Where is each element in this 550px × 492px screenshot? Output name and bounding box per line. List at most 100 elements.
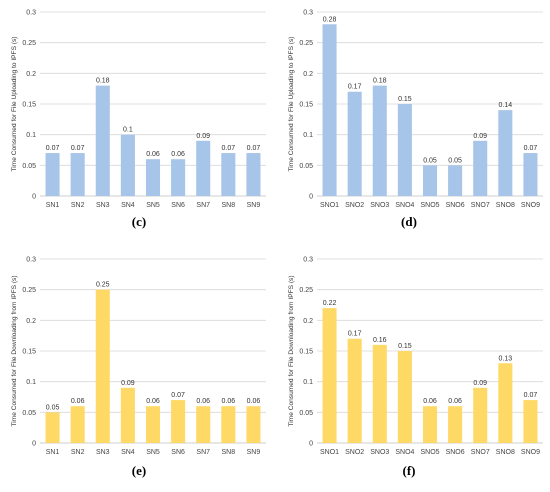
data-label: 0.07 [71, 145, 85, 152]
x-tick-label: SN7 [196, 449, 210, 456]
data-label: 0.06 [196, 398, 210, 405]
data-label: 0.09 [473, 380, 487, 387]
data-label: 0.06 [247, 398, 261, 405]
bar [372, 85, 387, 196]
y-tick-label: 0.3 [303, 257, 313, 264]
y-tick-label: 0.25 [299, 40, 313, 47]
y-tick-label: 0.05 [299, 410, 313, 417]
data-label: 0.18 [373, 78, 387, 85]
x-tick-label: SNO8 [496, 449, 515, 456]
panel-caption-f: (f) [402, 463, 416, 478]
data-label: 0.25 [96, 282, 110, 289]
chart-panel-d: 0 0.05 0.1 0.15 0.2 0.25 0.3 Time Consumed for … [277, 0, 549, 213]
y-axis-label: Time Consumed for File Uploading to IPFS… [11, 37, 18, 172]
bar [523, 153, 538, 196]
bar [45, 412, 60, 443]
data-label: 0.15 [398, 343, 412, 350]
x-tick-label: SNO9 [521, 202, 540, 209]
x-tick-label: SN5 [146, 202, 160, 209]
x-tick-label: SNO7 [471, 202, 490, 209]
y-tick-label: 0 [309, 441, 313, 448]
bar [498, 363, 513, 443]
data-label: 0.06 [171, 151, 185, 158]
bar [347, 338, 362, 443]
data-label: 0.28 [323, 16, 337, 23]
x-tick-label: SNO7 [471, 449, 490, 456]
y-tick-label: 0.25 [22, 40, 36, 47]
x-tick-label: SN3 [96, 202, 110, 209]
y-tick-label: 0.3 [303, 10, 313, 17]
bar [498, 110, 513, 196]
y-tick-label: 0.1 [26, 379, 36, 386]
x-tick-label: SNO3 [370, 449, 389, 456]
bar-chart-d: 0 0.05 0.1 0.15 0.2 0.25 0.3 Time Consumed for … [288, 10, 543, 209]
bar-chart-c: 0 0.05 0.1 0.15 0.2 0.25 0.3 Time Consumed for … [11, 10, 266, 209]
data-label: 0.15 [398, 96, 412, 103]
x-tick-label: SN6 [171, 449, 185, 456]
bar [246, 406, 261, 443]
bar [45, 153, 60, 196]
data-label: 0.07 [171, 392, 185, 399]
data-label: 0.1 [123, 127, 133, 134]
bar [372, 344, 387, 443]
bar [246, 153, 261, 196]
y-tick-label: 0.1 [303, 379, 313, 386]
x-tick-label: SNO2 [345, 449, 364, 456]
x-tick-label: SN5 [146, 449, 160, 456]
y-tick-label: 0.15 [299, 102, 313, 109]
data-label: 0.22 [323, 300, 337, 307]
x-tick-label: SN7 [196, 202, 210, 209]
y-tick-label: 0.15 [22, 349, 36, 356]
data-label: 0.06 [423, 398, 437, 405]
x-tick-label: SNO4 [395, 449, 414, 456]
data-label: 0.13 [499, 355, 513, 362]
bar [473, 387, 488, 443]
chart-panel-c: 0 0.05 0.1 0.15 0.2 0.25 0.3 Time Consumed for … [0, 0, 272, 213]
y-tick-label: 0.05 [299, 163, 313, 170]
x-tick-label: SN4 [121, 449, 135, 456]
data-label: 0.07 [524, 392, 538, 399]
bar [95, 85, 110, 196]
y-tick-label: 0.05 [22, 410, 36, 417]
bar [221, 153, 236, 196]
bar [523, 400, 538, 443]
bar [448, 406, 463, 443]
x-tick-label: SNO5 [420, 202, 439, 209]
bar [347, 91, 362, 196]
data-label: 0.17 [348, 84, 362, 91]
data-label: 0.14 [499, 102, 513, 109]
bar-chart-f: 0 0.05 0.1 0.15 0.2 0.25 0.3 Time Consumed for … [288, 257, 543, 456]
data-label: 0.07 [46, 145, 60, 152]
data-label: 0.07 [247, 145, 261, 152]
x-tick-label: SN2 [71, 449, 85, 456]
bar [70, 153, 85, 196]
bar [120, 387, 135, 443]
data-label: 0.09 [473, 133, 487, 140]
data-label: 0.05 [46, 404, 60, 411]
data-label: 0.18 [96, 78, 110, 85]
bar [221, 406, 236, 443]
x-tick-label: SN9 [247, 202, 261, 209]
y-tick-label: 0.2 [26, 318, 36, 325]
y-tick-label: 0 [309, 194, 313, 201]
y-tick-label: 0.2 [303, 71, 313, 78]
y-tick-label: 0 [32, 194, 36, 201]
x-tick-label: SNO5 [420, 449, 439, 456]
data-label: 0.05 [423, 157, 437, 164]
panel-caption-e: (e) [131, 463, 147, 478]
y-tick-label: 0.15 [22, 102, 36, 109]
x-tick-label: SNO6 [446, 449, 465, 456]
bar [95, 289, 110, 443]
y-tick-label: 0.3 [26, 257, 36, 264]
bar [196, 406, 211, 443]
data-label: 0.06 [146, 398, 160, 405]
x-tick-label: SNO9 [521, 449, 540, 456]
x-tick-label: SN1 [46, 449, 60, 456]
x-tick-label: SN6 [171, 202, 185, 209]
bar [171, 400, 186, 443]
x-tick-label: SN8 [222, 449, 236, 456]
x-tick-label: SNO1 [320, 202, 339, 209]
data-label: 0.17 [348, 331, 362, 338]
bar [397, 104, 412, 196]
y-tick-label: 0.2 [303, 318, 313, 325]
